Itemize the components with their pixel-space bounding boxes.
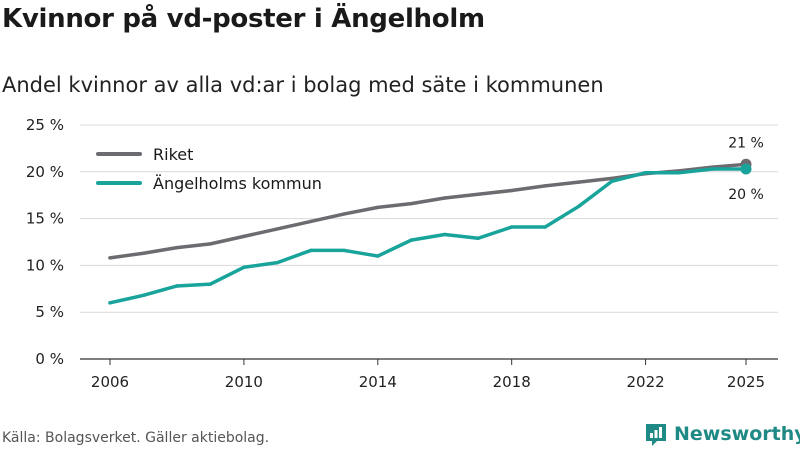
source-note: Källa: Bolagsverket. Gäller aktiebolag. xyxy=(2,430,270,446)
end-value-label: 21 % xyxy=(728,135,764,151)
y-tick-label: 25 % xyxy=(26,116,64,134)
data-point xyxy=(309,219,313,224)
y-axis-ticks: 0 % 5 % 10 % 15 % 20 % 25 % xyxy=(26,116,64,368)
data-point xyxy=(141,293,146,298)
data-point xyxy=(677,171,681,175)
x-tick-label: 2018 xyxy=(493,373,531,391)
x-tick-label: 2006 xyxy=(91,373,129,391)
x-tick-label: 2014 xyxy=(359,373,397,391)
x-tick-label: 2022 xyxy=(626,373,664,391)
data-point xyxy=(242,234,246,239)
data-point xyxy=(309,248,313,253)
data-point xyxy=(509,225,514,229)
data-point xyxy=(242,265,246,269)
data-point xyxy=(443,196,447,200)
data-point xyxy=(409,238,413,242)
data-point xyxy=(476,192,480,196)
data-point xyxy=(543,184,547,188)
data-point xyxy=(108,301,112,305)
data-point xyxy=(275,260,280,265)
y-tick-label: 10 % xyxy=(26,256,64,274)
data-point xyxy=(376,254,380,258)
data-point xyxy=(141,251,146,255)
x-axis-ticks: 2006 2010 2014 2018 2022 2025 xyxy=(91,359,765,391)
end-labels: 21 % 20 % xyxy=(728,135,764,203)
brand-name: Newsworthy xyxy=(674,423,800,445)
data-point xyxy=(576,180,581,184)
data-point xyxy=(175,284,179,288)
data-point xyxy=(175,245,179,250)
grid-lines xyxy=(80,124,778,360)
data-point xyxy=(576,204,581,209)
series-lines xyxy=(108,158,752,305)
legend-label: Riket xyxy=(153,145,193,164)
chart-title: Kvinnor på vd-poster i Ängelholm xyxy=(2,4,485,34)
data-point xyxy=(108,256,112,260)
data-point xyxy=(342,248,347,253)
chart-subtitle: Andel kvinnor av alla vd:ar i bolag med … xyxy=(2,73,604,97)
end-value-label: 20 % xyxy=(728,187,764,203)
data-point xyxy=(610,179,614,183)
y-tick-label: 0 % xyxy=(35,350,64,368)
end-marker xyxy=(740,163,752,175)
data-point xyxy=(443,232,447,237)
data-point xyxy=(643,171,648,175)
x-tick-label: 2010 xyxy=(225,373,263,391)
data-point xyxy=(208,282,213,286)
data-point xyxy=(476,236,480,240)
y-tick-label: 20 % xyxy=(26,163,64,181)
legend: Riket Ängelholms kommun xyxy=(96,145,322,193)
x-tick-label: 2025 xyxy=(727,373,765,391)
data-point xyxy=(208,242,213,246)
data-point xyxy=(509,188,514,193)
data-point xyxy=(342,212,347,216)
y-tick-label: 5 % xyxy=(35,303,64,321)
data-point xyxy=(275,227,280,231)
series-line xyxy=(108,167,748,305)
data-point xyxy=(376,205,380,210)
legend-label: Ängelholms kommun xyxy=(153,174,322,193)
y-tick-label: 15 % xyxy=(26,210,64,228)
data-point xyxy=(409,201,413,206)
data-point xyxy=(710,167,715,171)
brand-logo: Newsworthy xyxy=(644,420,800,448)
newsworthy-logo-icon xyxy=(646,424,666,446)
data-point xyxy=(543,225,547,229)
